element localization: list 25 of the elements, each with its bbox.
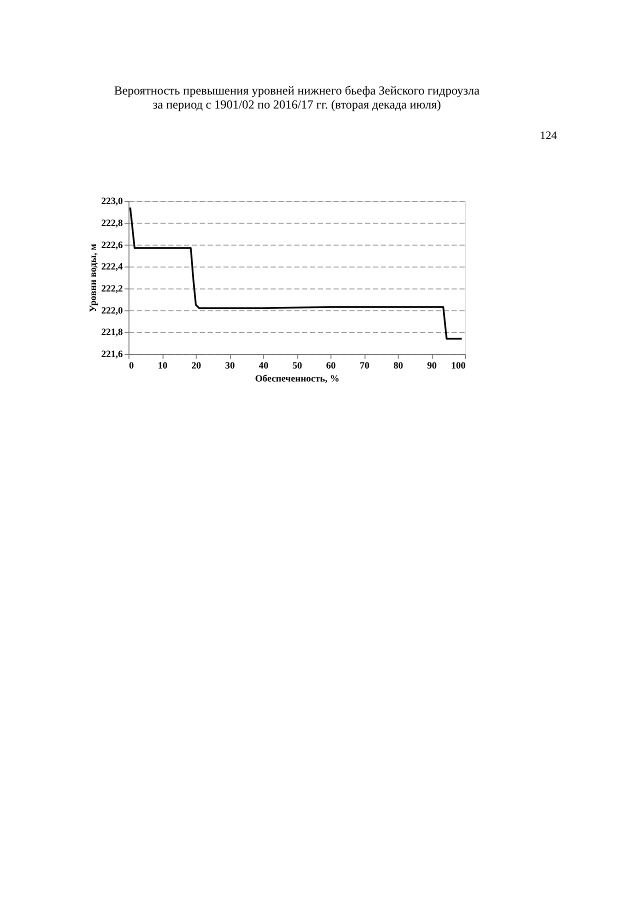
y-tick-label: 222,4 [101,262,124,273]
text: за период с 1901/02 по 2016/17 гг. (вторая декада июля) [152,97,441,112]
x-tick-label: 100 [451,360,466,372]
x-tick-label: 40 [258,360,269,372]
x-axis-title: Обеспеченность, % [255,374,340,385]
y-tick-label: 222,6 [101,240,124,251]
line-series [129,206,463,340]
x-tick-label: 10 [158,360,168,372]
x-tick-label: 90 [427,360,437,372]
y-tick-label: 221,8 [101,327,124,338]
y-tick-label: 222,0 [101,305,124,316]
x-tick-label: 30 [225,360,235,372]
x-tick-label: 20 [191,360,202,372]
y-axis-title: Уровни воды, м [88,243,99,312]
x-tick-label: 70 [360,360,370,372]
y-tick-label: 221,6 [101,349,124,360]
y-tick-label: 222,8 [101,218,124,229]
y-tick-label: 222,2 [101,284,124,295]
x-tick-label: 80 [393,360,404,372]
x-tick-label: 0 [128,360,134,372]
text: Вероятность превышения уровней нижнего бьефа Зейского гидроузла [114,83,480,98]
x-tick-label: 60 [326,360,336,372]
text: 124 [540,130,558,142]
x-tick-label: 50 [292,360,302,372]
y-tick-label: 223,0 [101,196,124,208]
